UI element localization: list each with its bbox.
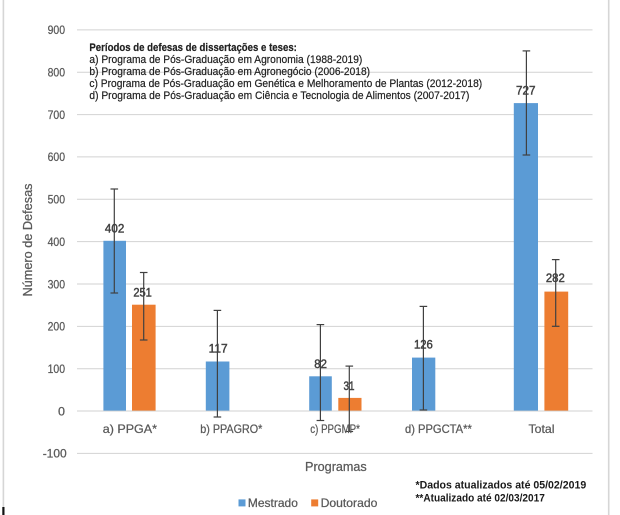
svg-text:a) PPGA*: a) PPGA* <box>103 422 158 436</box>
svg-text:500: 500 <box>48 193 66 207</box>
svg-text:251: 251 <box>133 285 152 299</box>
svg-text:300: 300 <box>48 277 66 291</box>
svg-text:b) Programa de Pós-Graduação e: b) Programa de Pós-Graduação em Agronegó… <box>89 66 370 78</box>
svg-text:700: 700 <box>48 108 66 122</box>
svg-text:b) PPAGRO*: b) PPAGRO* <box>200 422 262 436</box>
svg-text:c) Programa de Pós-Graduação e: c) Programa de Pós-Graduação em Genética… <box>89 78 482 90</box>
svg-text:0: 0 <box>58 404 65 418</box>
svg-text:**Atualizado até 02/03/2017: **Atualizado até 02/03/2017 <box>416 493 545 505</box>
svg-text:Programas: Programas <box>305 460 367 474</box>
svg-text:Períodos de defesas de dissert: Períodos de defesas de dissertações e te… <box>89 42 297 54</box>
svg-text:Doutorado: Doutorado <box>321 496 378 510</box>
svg-text:400: 400 <box>48 235 66 249</box>
svg-text:*Dados atualizados até 05/02/2: *Dados atualizados até 05/02/2019 <box>416 480 587 492</box>
svg-text:Mestrado: Mestrado <box>248 496 298 510</box>
svg-text:900: 900 <box>48 23 66 37</box>
svg-text:117: 117 <box>209 342 228 356</box>
svg-text:800: 800 <box>48 66 66 80</box>
svg-text:282: 282 <box>546 271 565 285</box>
svg-text:d) PPGCTA**: d) PPGCTA** <box>405 422 472 436</box>
svg-text:d) Programa de Pós-Graduação e: d) Programa de Pós-Graduação em Ciência … <box>89 90 469 102</box>
svg-text:82: 82 <box>314 357 327 371</box>
svg-text:Número de Defesas: Número de Defesas <box>21 184 35 297</box>
svg-text:-100: -100 <box>43 447 67 461</box>
svg-text:c) PPGMP*: c) PPGMP* <box>310 422 360 436</box>
svg-text:600: 600 <box>48 150 66 164</box>
svg-text:a) Programa de Pós-Graduação e: a) Programa de Pós-Graduação em Agronomi… <box>89 54 362 66</box>
svg-text:100: 100 <box>48 362 66 376</box>
svg-text:31: 31 <box>344 379 355 393</box>
svg-text:126: 126 <box>414 338 433 352</box>
svg-text:727: 727 <box>516 84 536 98</box>
svg-text:402: 402 <box>105 221 125 235</box>
svg-text:Total: Total <box>529 422 555 436</box>
svg-text:200: 200 <box>48 320 66 334</box>
